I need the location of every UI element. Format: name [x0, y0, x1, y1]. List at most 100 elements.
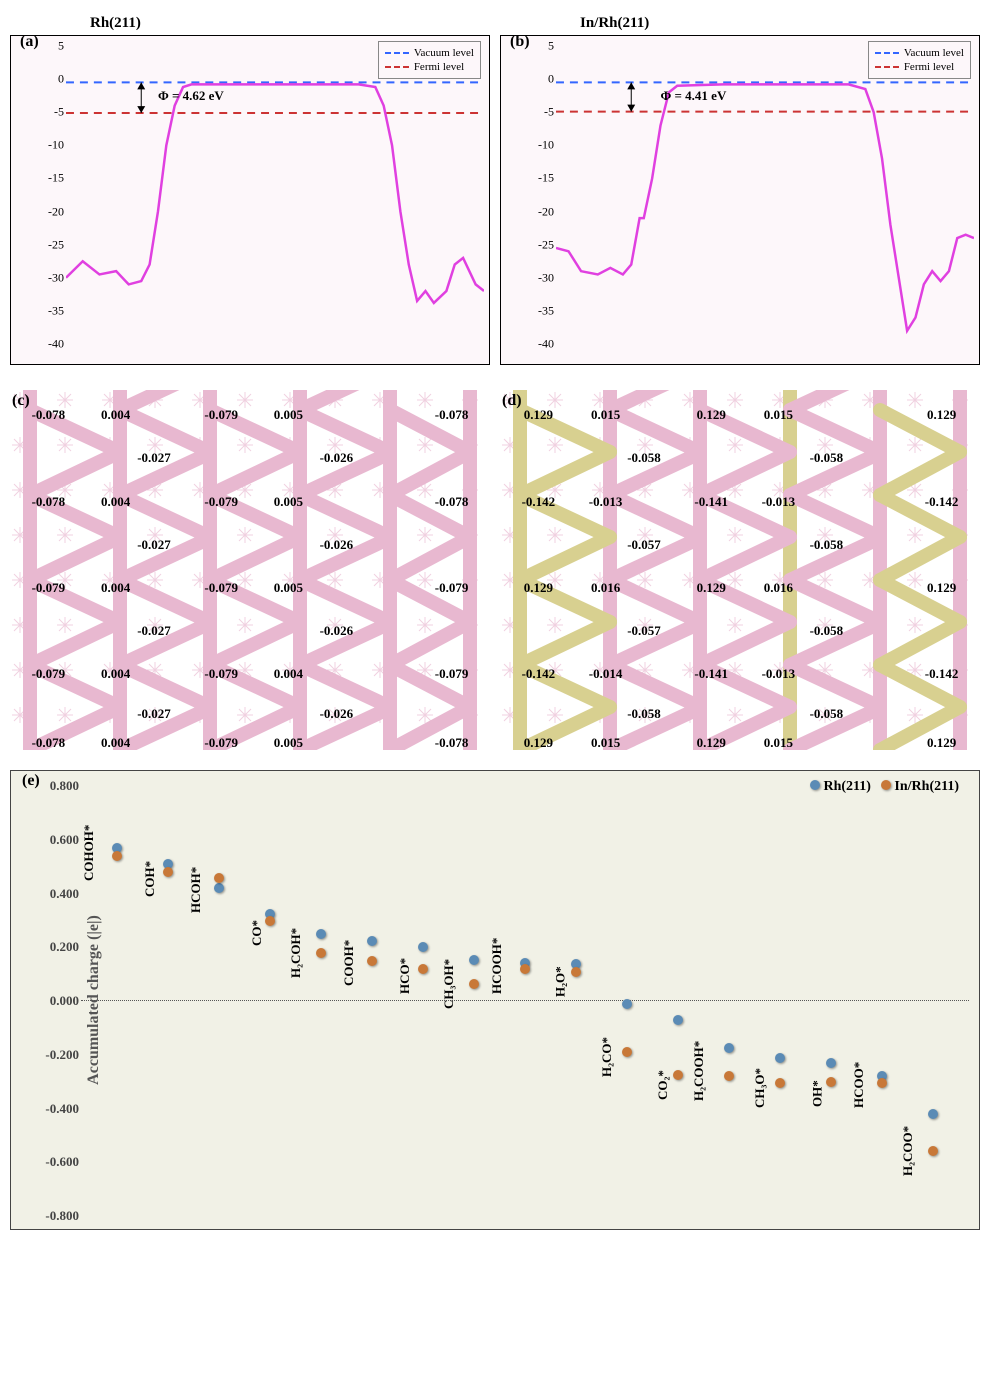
panel-d-label: (d) [502, 392, 522, 410]
lattice-value: 0.129 [524, 580, 553, 596]
dot-rh [775, 1053, 785, 1063]
category-label: HCO* [397, 958, 413, 994]
lattice-value: -0.027 [137, 706, 171, 722]
lattice-value: -0.079 [204, 407, 238, 423]
dot-in [877, 1078, 887, 1088]
lattice-value: -0.141 [694, 666, 728, 682]
dot-rh [724, 1043, 734, 1053]
lattice-value: -0.142 [925, 666, 959, 682]
category-label: OH* [810, 1080, 826, 1107]
lattice-value: -0.079 [204, 666, 238, 682]
lattice-value: -0.058 [810, 450, 844, 466]
chart-b-yticks: 50-5-10-15-20-25-30-35-40 [526, 46, 554, 344]
category-label: COOH* [341, 940, 357, 986]
dot-in [520, 964, 530, 974]
lattice-value: 0.129 [927, 580, 956, 596]
lattice-value: 0.005 [274, 735, 303, 750]
dot-in [673, 1070, 683, 1080]
panel-a-label: (a) [20, 33, 39, 51]
lattice-value: -0.079 [435, 666, 469, 682]
dot-in [826, 1077, 836, 1087]
panel-a: (a) Rh(211) Electrostatic potential (eV)… [10, 35, 490, 365]
lattice-value: 0.015 [591, 407, 620, 423]
lattice-value: 0.129 [697, 580, 726, 596]
figure-container: (a) Rh(211) Electrostatic potential (eV)… [10, 35, 983, 1230]
dot-in [316, 948, 326, 958]
lattice-value: -0.026 [320, 537, 354, 553]
lattice-value: 0.004 [101, 735, 130, 750]
chart-a-yticks: 50-5-10-15-20-25-30-35-40 [36, 46, 64, 344]
category-label: H₂O* [553, 966, 569, 997]
chart-a-legend: Vacuum levelFermi level [378, 41, 481, 79]
lattice-value: 0.016 [764, 580, 793, 596]
panel-b-label: (b) [510, 33, 530, 51]
lattice-value: 0.005 [274, 580, 303, 596]
dot-rh [673, 1015, 683, 1025]
lattice-value: -0.079 [435, 580, 469, 596]
dot-rh [367, 936, 377, 946]
dot-rh [826, 1058, 836, 1068]
lattice-value: -0.058 [810, 537, 844, 553]
chart-b-plot: Φ = 4.41 eV [556, 46, 974, 344]
lattice-value: -0.058 [627, 450, 661, 466]
chart-a: Electrostatic potential (eV) 50-5-10-15-… [10, 35, 490, 365]
lattice-value: -0.026 [320, 706, 354, 722]
lattice-value: 0.129 [524, 735, 553, 750]
category-label: HCOOH* [489, 938, 505, 994]
dot-in [928, 1146, 938, 1156]
lattice-value: 0.004 [101, 494, 130, 510]
lattice-value: -0.079 [32, 666, 66, 682]
dot-rh [469, 955, 479, 965]
dot-in [622, 1047, 632, 1057]
lattice-value: -0.057 [627, 537, 661, 553]
category-label: CH₃OH* [441, 959, 457, 1009]
lattice-value: 0.004 [274, 666, 303, 682]
lattice-value: -0.014 [589, 666, 623, 682]
category-label: CO₂* [655, 1070, 671, 1100]
panel-b-title: In/Rh(211) [580, 15, 649, 32]
lattice-value: -0.026 [320, 450, 354, 466]
scatter-chart: Accumulated charge (|e|) 0.8000.6000.400… [10, 770, 980, 1230]
phi-label-a: Φ = 4.62 eV [158, 88, 224, 104]
lattice-value: -0.057 [627, 623, 661, 639]
dot-in [265, 916, 275, 926]
scatter-plot-area: COHOH*COH*HCOH*CO*H₂COH*COOH*HCO*CH₃OH*H… [81, 786, 969, 1214]
chart-b: 50-5-10-15-20-25-30-35-40 Φ = 4.41 eV Va… [500, 35, 980, 365]
lattice-value: -0.027 [137, 623, 171, 639]
chart-a-plot: Φ = 4.62 eV [66, 46, 484, 344]
dot-in [571, 967, 581, 977]
lattice-value: 0.129 [697, 407, 726, 423]
lattice-value: -0.078 [435, 735, 469, 750]
lattice-value: 0.015 [591, 735, 620, 750]
panel-e: (e) Accumulated charge (|e|) 0.8000.6000… [10, 770, 983, 1230]
lattice-value: -0.141 [694, 494, 728, 510]
dot-in [775, 1078, 785, 1088]
lattice-value: 0.015 [764, 735, 793, 750]
category-label: CO* [249, 920, 265, 946]
lattice-value: -0.013 [762, 494, 796, 510]
dot-in [214, 873, 224, 883]
lattice-value: 0.015 [764, 407, 793, 423]
panel-c: (c) -0.0780.004-0.0790.005-0.078-0.027-0… [10, 390, 490, 750]
category-label: H₂CO* [599, 1037, 615, 1077]
lattice-value: -0.058 [627, 706, 661, 722]
category-label: CH₃O* [752, 1068, 768, 1108]
lattice-value: -0.079 [204, 735, 238, 750]
lattice-value: -0.013 [762, 666, 796, 682]
lattice-value: 0.005 [274, 494, 303, 510]
panel-a-title: Rh(211) [90, 15, 141, 32]
category-label: H₂COOH* [691, 1041, 707, 1101]
dot-rh [418, 942, 428, 952]
panel-b: (b) In/Rh(211) 50-5-10-15-20-25-30-35-40… [500, 35, 980, 365]
dot-in [469, 979, 479, 989]
lattice-value: -0.026 [320, 623, 354, 639]
lattice-value: -0.027 [137, 537, 171, 553]
chart-b-legend: Vacuum levelFermi level [868, 41, 971, 79]
lattice-value: 0.129 [927, 735, 956, 750]
category-label: HCOO* [851, 1062, 867, 1108]
panel-e-label: (e) [22, 772, 40, 790]
category-label: H₂COO* [900, 1126, 916, 1176]
dot-rh [622, 999, 632, 1009]
category-label: COH* [142, 861, 158, 897]
lattice-value: 0.005 [274, 407, 303, 423]
